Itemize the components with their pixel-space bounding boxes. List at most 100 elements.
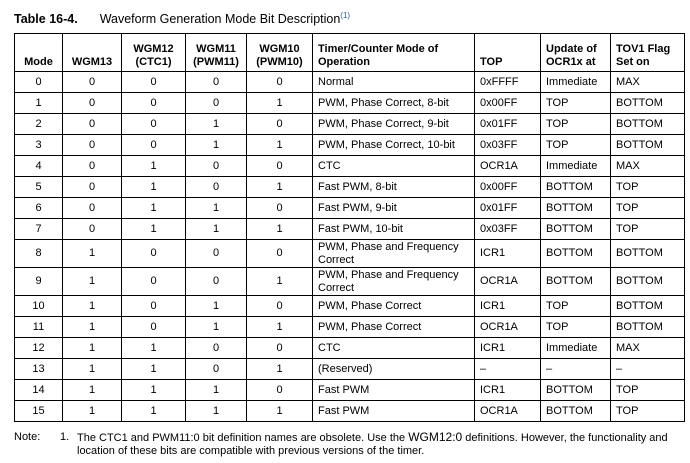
header-cell: Update of OCR1x at [540,33,611,72]
table-row: 7 0 1 1 1 Fast PWM, 10-bit 0x03FF BOTTOM TOP [14,218,685,240]
table-cell: 0x00FF [474,176,541,198]
table-cell: 1 [14,92,63,114]
table-cell: 0 [121,113,186,135]
table-cell: 0 [246,113,313,135]
table-row: 12 1 1 0 0 CTC ICR1 Immediate MAX [14,337,685,359]
table-cell: 0 [121,267,186,296]
table-cell: 1 [62,295,122,317]
table-cell: 0 [62,176,122,198]
table-cell: TOP [540,92,611,114]
table-cell: 0 [246,197,313,219]
table-cell: 15 [14,400,63,422]
table-cell: 1 [121,155,186,177]
table-row: 14 1 1 1 0 Fast PWM ICR1 BOTTOM TOP [14,379,685,401]
table-cell: BOTTOM [540,239,611,268]
table-cell: 0 [62,218,122,240]
table-cell: 2 [14,113,63,135]
table-cell: 0 [185,239,247,268]
table-cell: 0xFFFF [474,71,541,93]
table-cell: 1 [185,197,247,219]
table-cell: 0x01FF [474,113,541,135]
table-row: 8 1 0 0 0 PWM, Phase and Frequency Correct ICR… [14,239,685,268]
table-cell: 0 [121,71,186,93]
table-cell: CTC [312,337,475,359]
table-cell: 0 [185,176,247,198]
table-cell: 0 [62,71,122,93]
note-text-part: definitions. However, the functionality … [77,432,668,457]
table-cell: 0 [121,134,186,156]
table-cell: 1 [121,400,186,422]
table-cell: 0 [246,239,313,268]
table-cell: TOP [540,316,611,338]
table-cell: 1 [62,379,122,401]
table-cell: 0 [121,239,186,268]
table-cell: 0 [246,71,313,93]
table-cell: (Reserved) [312,358,475,380]
table-cell: Fast PWM, 8-bit [312,176,475,198]
table-cell: TOP [610,400,685,422]
title-text: Waveform Generation Mode Bit Description [99,12,341,27]
table-row: 9 1 0 0 1 PWM, Phase and Frequency Correct OCR… [14,267,685,296]
table-cell: ICR1 [474,239,541,268]
table-cell: 1 [121,197,186,219]
table-row: 13 1 1 0 1 (Reserved) – – – [14,358,685,380]
table-cell: Fast PWM [312,400,475,422]
table-cell: BOTTOM [610,134,685,156]
table-cell: ICR1 [474,295,541,317]
table-cell: 14 [14,379,63,401]
table-row: 0 0 0 0 0 Normal 0xFFFF Immediate MAX [14,71,685,93]
table-cell: 0 [62,113,122,135]
table-cell: 0 [121,295,186,317]
table-cell: 0 [185,155,247,177]
table-cell: MAX [610,71,685,93]
table-cell: 0 [246,379,313,401]
table-cell: BOTTOM [540,218,611,240]
table-cell: 0 [246,155,313,177]
table-cell: 11 [14,316,63,338]
table-row: 1 0 0 0 1 PWM, Phase Correct, 8-bit 0x00FF TOP B… [14,92,685,114]
table-cell: 3 [14,134,63,156]
table-cell: 1 [246,134,313,156]
table-cell: PWM, Phase Correct, 9-bit [312,113,475,135]
table-cell: 0 [185,267,247,296]
mode-table: Mode WGM13 WGM12 (CTC1) WGM11 (PWM11) WGM10 … [14,33,685,422]
table-cell: TOP [610,379,685,401]
table-row: 3 0 0 1 1 PWM, Phase Correct, 10-bit 0x03FF TOP… [14,134,685,156]
footnote-ref[interactable]: (1) [340,11,351,20]
note-label: Note: [14,431,41,443]
table-cell: 0x00FF [474,92,541,114]
table-row: 11 1 0 1 1 PWM, Phase Correct OCR1A TOP BOTTOM [14,316,685,338]
table-row: 10 1 0 1 0 PWM, Phase Correct ICR1 TOP BOTTOM [14,295,685,317]
table-cell: 0 [121,92,186,114]
table-cell: 6 [14,197,63,219]
header-cell: WGM13 [62,33,122,72]
table-cell: BOTTOM [540,379,611,401]
table-row: 2 0 0 1 0 PWM, Phase Correct, 9-bit 0x01FF TOP B… [14,113,685,135]
table-cell: 1 [121,176,186,198]
table-cell: TOP [540,113,611,135]
table-cell: TOP [610,218,685,240]
table-cell: 1 [246,400,313,422]
table-cell: BOTTOM [610,267,685,296]
header-cell: TOV1 Flag Set on [610,33,685,72]
table-cell: 0 [185,92,247,114]
table-cell: 0 [62,134,122,156]
table-cell: 0 [121,316,186,338]
table-cell: TOP [610,197,685,219]
table-cell: 0 [62,197,122,219]
table-cell: 13 [14,358,63,380]
table-title: Table 16-4. Waveform Generation Mode Bit … [14,11,350,26]
table-cell: 10 [14,295,63,317]
table-cell: TOP [540,134,611,156]
table-cell: Fast PWM, 10-bit [312,218,475,240]
table-cell: PWM, Phase and Frequency Correct [312,267,475,296]
table-cell: Immediate [540,337,611,359]
table-cell: 1 [185,400,247,422]
table-cell: PWM, Phase and Frequency Correct [312,239,475,268]
table-cell: Immediate [540,71,611,93]
table-cell: BOTTOM [610,113,685,135]
table-cell: Immediate [540,155,611,177]
table-cell: 1 [185,379,247,401]
table-cell: 12 [14,337,63,359]
table-cell: PWM, Phase Correct [312,316,475,338]
